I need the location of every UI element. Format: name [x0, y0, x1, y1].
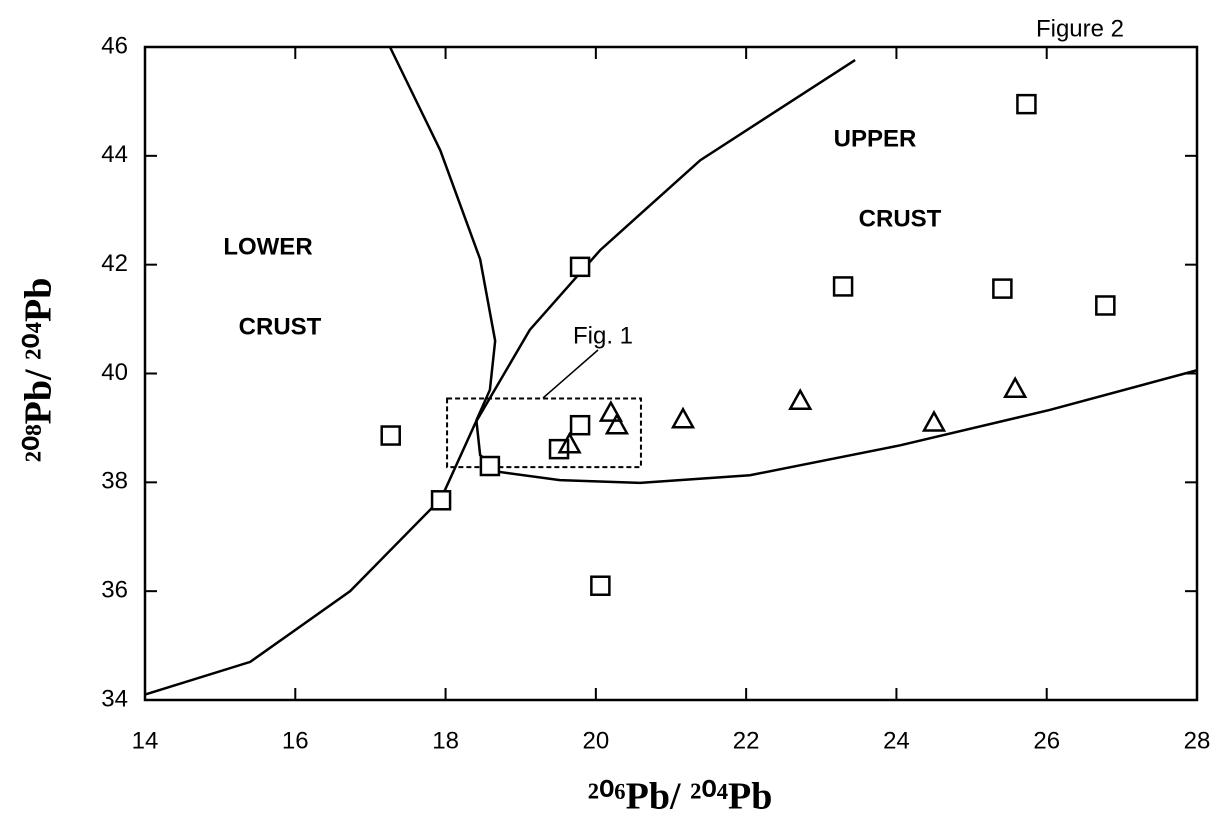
square-marker — [430, 490, 452, 511]
boundary-curve — [388, 46, 1198, 485]
y-tick-label: 36 — [101, 577, 128, 604]
triangle-marker — [670, 406, 696, 429]
square-marker — [569, 414, 591, 436]
inset-box — [446, 397, 642, 469]
square-marker — [479, 455, 501, 477]
x-tick-label: 28 — [1184, 727, 1211, 754]
square-marker — [590, 575, 611, 596]
triangle-marker — [598, 400, 624, 422]
triangle-marker — [557, 431, 582, 454]
x-tick-label: 14 — [132, 727, 159, 754]
y-tick-label: 38 — [101, 468, 128, 495]
triangle-marker — [788, 388, 813, 410]
y-tick-label: 44 — [101, 141, 128, 168]
chart-title: Figure 2 — [1036, 15, 1124, 42]
square-marker — [1016, 93, 1037, 115]
triangle-marker — [1003, 376, 1028, 398]
plot-frame — [143, 45, 1199, 702]
square-marker — [832, 276, 854, 297]
square-marker — [1095, 295, 1116, 316]
x-tick-label: 24 — [883, 727, 910, 754]
triangle-marker — [921, 409, 947, 432]
y-tick-label: 42 — [101, 250, 128, 277]
x-tick-label: 20 — [583, 727, 610, 754]
square-marker — [992, 278, 1013, 299]
triangle-marker — [604, 412, 630, 435]
boundary-curve — [144, 59, 856, 696]
x-tick-label: 16 — [282, 727, 309, 754]
region-label: CRUST — [859, 205, 942, 232]
inset-label: Fig. 1 — [573, 322, 633, 349]
square-marker — [569, 256, 591, 278]
inset-leader — [542, 349, 599, 399]
region-label: UPPER — [834, 125, 917, 152]
x-tick-label: 18 — [432, 727, 459, 754]
x-tick-label: 26 — [1033, 727, 1060, 754]
x-tick-label: 22 — [733, 727, 760, 754]
x-axis-title: ²⁰⁶Pb/ ²⁰⁴Pb — [588, 776, 773, 818]
region-label: CRUST — [239, 313, 322, 340]
y-tick-label: 34 — [101, 685, 128, 712]
y-tick-label: 46 — [101, 32, 128, 59]
y-tick-label: 40 — [101, 359, 128, 386]
region-label: LOWER — [223, 233, 312, 260]
square-marker — [380, 425, 401, 446]
y-axis-title: ²⁰⁸Pb/ ²⁰⁴Pb — [18, 278, 60, 463]
